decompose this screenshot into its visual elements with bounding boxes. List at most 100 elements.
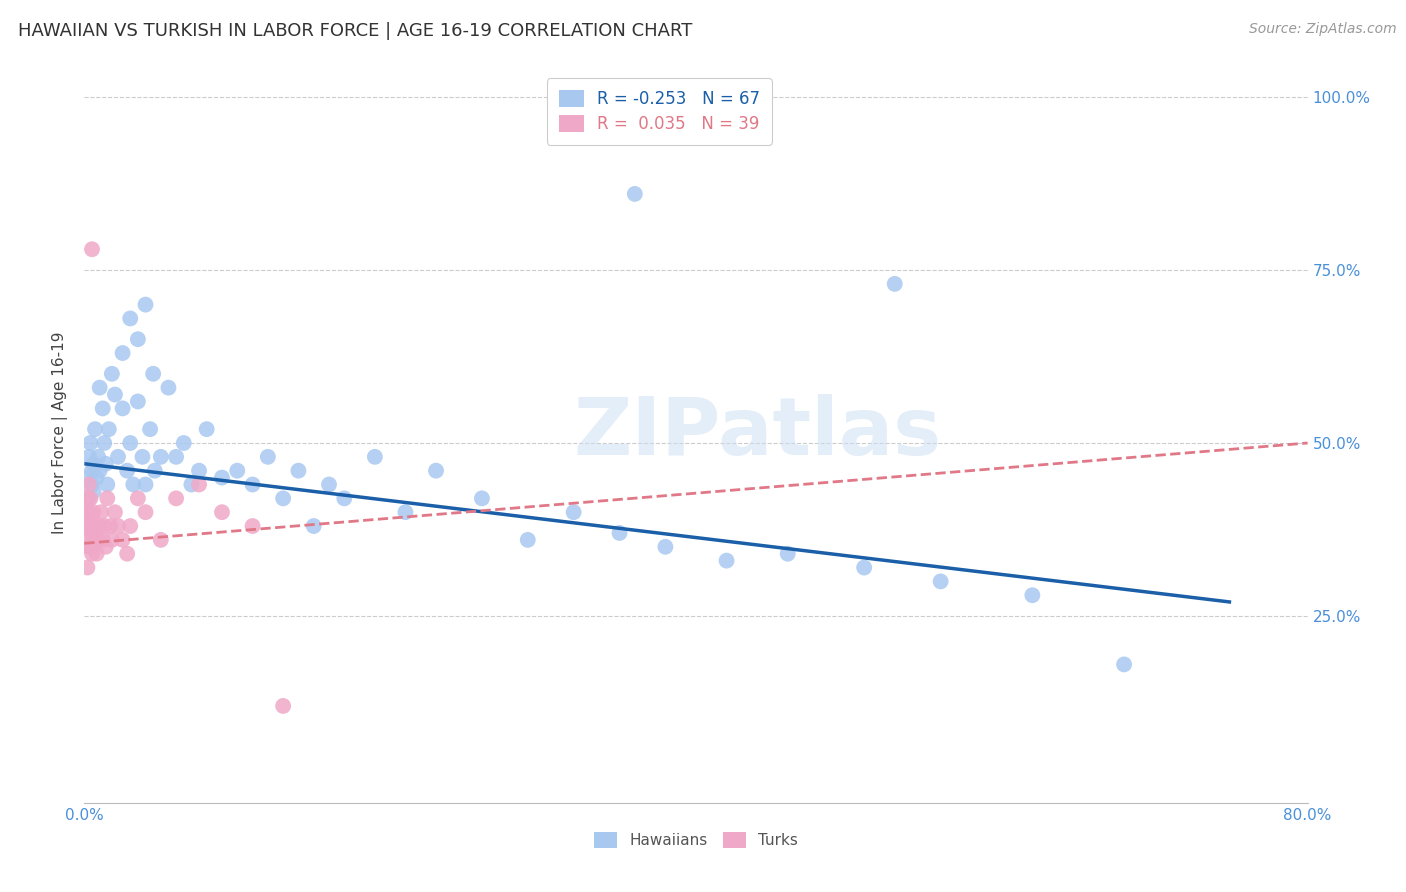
Point xyxy=(75,505,97,519)
Point xyxy=(83,505,105,519)
Point xyxy=(271,698,294,713)
Point xyxy=(333,491,356,506)
Point xyxy=(1114,657,1136,672)
Point xyxy=(609,525,631,540)
Point xyxy=(98,519,121,533)
Point xyxy=(91,401,114,416)
Point xyxy=(173,436,195,450)
Text: Source: ZipAtlas.com: Source: ZipAtlas.com xyxy=(1249,22,1396,37)
Point xyxy=(80,477,103,491)
Point xyxy=(226,464,249,478)
Point xyxy=(89,519,111,533)
Point xyxy=(242,519,264,533)
Point xyxy=(104,505,127,519)
Point xyxy=(853,560,876,574)
Point xyxy=(89,381,111,395)
Y-axis label: In Labor Force | Age 16-19: In Labor Force | Age 16-19 xyxy=(52,331,69,534)
Point xyxy=(165,450,187,464)
Point xyxy=(84,422,107,436)
Point xyxy=(149,450,172,464)
Point xyxy=(471,491,494,506)
Point xyxy=(90,505,112,519)
Point xyxy=(80,242,103,256)
Point xyxy=(87,533,110,547)
Point xyxy=(624,186,647,201)
Point xyxy=(96,477,118,491)
Point xyxy=(115,464,138,478)
Point xyxy=(79,519,101,533)
Point xyxy=(716,554,738,568)
Point xyxy=(80,525,103,540)
Point xyxy=(79,436,101,450)
Point xyxy=(287,464,309,478)
Point xyxy=(127,491,149,506)
Point xyxy=(87,450,110,464)
Point xyxy=(257,450,280,464)
Point xyxy=(131,450,153,464)
Point xyxy=(76,491,98,506)
Point xyxy=(562,505,585,519)
Point xyxy=(180,477,202,491)
Point xyxy=(929,574,952,589)
Point xyxy=(195,422,218,436)
Point xyxy=(93,519,115,533)
Point xyxy=(302,519,325,533)
Point xyxy=(318,477,340,491)
Point xyxy=(83,533,105,547)
Point xyxy=(425,464,447,478)
Point xyxy=(104,387,127,401)
Point xyxy=(135,477,157,491)
Text: HAWAIIAN VS TURKISH IN LABOR FORCE | AGE 16-19 CORRELATION CHART: HAWAIIAN VS TURKISH IN LABOR FORCE | AGE… xyxy=(18,22,693,40)
Point xyxy=(77,450,100,464)
Point xyxy=(80,464,103,478)
Point xyxy=(83,484,105,499)
Point xyxy=(94,540,117,554)
Point xyxy=(142,367,165,381)
Point xyxy=(127,394,149,409)
Point xyxy=(94,457,117,471)
Point xyxy=(93,436,115,450)
Point xyxy=(96,491,118,506)
Point xyxy=(76,519,98,533)
Point xyxy=(86,470,108,484)
Point xyxy=(139,422,162,436)
Point xyxy=(120,311,142,326)
Point xyxy=(79,540,101,554)
Point xyxy=(77,477,100,491)
Point xyxy=(242,477,264,491)
Point xyxy=(111,533,134,547)
Point xyxy=(271,491,294,506)
Point xyxy=(84,519,107,533)
Point xyxy=(111,401,134,416)
Point xyxy=(394,505,416,519)
Point xyxy=(89,464,111,478)
Point xyxy=(75,533,97,547)
Point xyxy=(188,464,211,478)
Point xyxy=(654,540,676,554)
Point xyxy=(76,560,98,574)
Point xyxy=(120,519,142,533)
Point xyxy=(115,547,138,561)
Point xyxy=(165,491,187,506)
Point xyxy=(1021,588,1043,602)
Point xyxy=(107,519,129,533)
Point xyxy=(79,491,101,506)
Text: ZIPatlas: ZIPatlas xyxy=(574,393,941,472)
Point xyxy=(188,477,211,491)
Point xyxy=(77,491,100,506)
Point xyxy=(149,533,172,547)
Point xyxy=(143,464,166,478)
Point xyxy=(135,297,157,311)
Point xyxy=(883,277,905,291)
Point xyxy=(127,332,149,346)
Point xyxy=(101,533,124,547)
Point xyxy=(80,547,103,561)
Point xyxy=(120,436,142,450)
Point xyxy=(91,533,114,547)
Point xyxy=(516,533,538,547)
Point xyxy=(107,450,129,464)
Point xyxy=(776,547,799,561)
Point xyxy=(211,505,233,519)
Point xyxy=(211,470,233,484)
Point xyxy=(83,457,105,471)
